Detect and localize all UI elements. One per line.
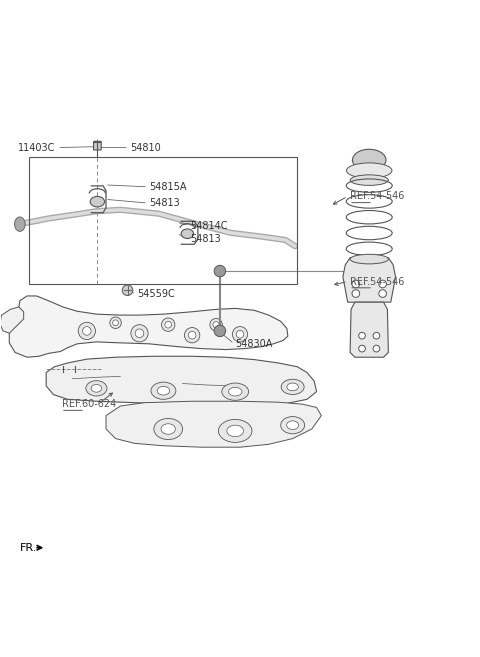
Polygon shape [46, 356, 317, 405]
Ellipse shape [181, 229, 193, 238]
Circle shape [352, 290, 360, 298]
Circle shape [184, 328, 200, 343]
Ellipse shape [90, 196, 105, 207]
Circle shape [210, 319, 222, 331]
Ellipse shape [154, 419, 182, 440]
Circle shape [83, 327, 91, 335]
Polygon shape [343, 258, 396, 302]
Polygon shape [9, 296, 288, 357]
Circle shape [214, 265, 226, 277]
Ellipse shape [281, 379, 304, 395]
Text: REF.60-624: REF.60-624 [62, 399, 116, 409]
Ellipse shape [157, 386, 169, 395]
Circle shape [236, 330, 244, 338]
Circle shape [359, 332, 365, 339]
Polygon shape [0, 307, 24, 333]
Text: 54559C: 54559C [137, 289, 175, 299]
Ellipse shape [287, 383, 299, 391]
Ellipse shape [281, 417, 305, 434]
Circle shape [213, 321, 219, 328]
Ellipse shape [222, 383, 249, 400]
Circle shape [232, 327, 248, 342]
Ellipse shape [14, 217, 25, 231]
Circle shape [78, 323, 96, 340]
Bar [29, 157, 298, 284]
Text: 11403C: 11403C [18, 143, 56, 152]
Ellipse shape [347, 163, 392, 178]
Polygon shape [106, 401, 322, 447]
Circle shape [379, 280, 386, 288]
Circle shape [165, 321, 171, 328]
Circle shape [135, 329, 144, 338]
Ellipse shape [227, 425, 243, 437]
Text: REF.54-546: REF.54-546 [350, 191, 405, 202]
Circle shape [122, 285, 133, 296]
Ellipse shape [350, 175, 388, 185]
Ellipse shape [287, 421, 299, 430]
Ellipse shape [228, 388, 242, 396]
Text: 54813: 54813 [190, 233, 220, 244]
Circle shape [113, 320, 119, 326]
FancyBboxPatch shape [94, 141, 101, 150]
Circle shape [131, 325, 148, 342]
Text: 54814C: 54814C [190, 221, 227, 231]
Text: FR.: FR. [20, 543, 37, 553]
Circle shape [373, 332, 380, 339]
Circle shape [373, 345, 380, 352]
Circle shape [379, 290, 386, 298]
Text: 54810: 54810 [130, 143, 161, 152]
Text: 54813: 54813 [149, 198, 180, 208]
Circle shape [214, 325, 226, 336]
Ellipse shape [350, 254, 388, 264]
Ellipse shape [161, 424, 175, 434]
Ellipse shape [86, 380, 107, 396]
Ellipse shape [352, 149, 386, 171]
Text: REF.54-546: REF.54-546 [350, 277, 405, 286]
Circle shape [188, 331, 196, 339]
Circle shape [352, 280, 360, 288]
Text: 54830A: 54830A [235, 339, 273, 349]
Ellipse shape [151, 382, 176, 399]
Text: 54815A: 54815A [149, 182, 187, 192]
Ellipse shape [218, 419, 252, 442]
Ellipse shape [91, 384, 102, 392]
Polygon shape [350, 302, 388, 357]
Circle shape [110, 317, 121, 328]
Circle shape [359, 345, 365, 352]
Circle shape [161, 318, 175, 331]
